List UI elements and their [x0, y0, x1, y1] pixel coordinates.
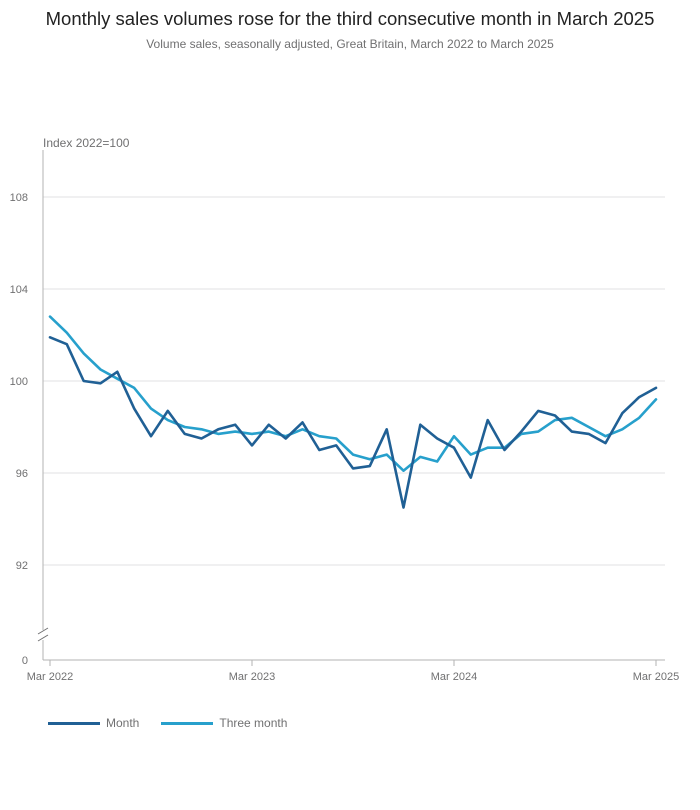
- legend-swatch-month: [48, 721, 100, 725]
- legend-label-month: Month: [106, 716, 140, 730]
- y-tick-label: 108: [10, 192, 28, 204]
- x-tick-label: Mar 2022: [27, 671, 73, 683]
- chart-subtitle: Volume sales, seasonally adjusted, Great…: [146, 37, 554, 51]
- x-tick-label: Mar 2024: [431, 671, 477, 683]
- legend-label-three-month: Three month: [219, 716, 288, 730]
- chart-legend: Month Three month: [48, 716, 309, 730]
- y-tick-label-zero: 0: [22, 655, 28, 667]
- series-line-three-month: [48, 315, 658, 472]
- y-tick-label: 100: [10, 376, 28, 388]
- legend-item-month: Month: [48, 716, 139, 730]
- x-tick-label: Mar 2025: [633, 671, 679, 683]
- x-tick-label: Mar 2023: [229, 671, 275, 683]
- y-tick-label: 92: [16, 560, 28, 572]
- y-tick-label: 104: [10, 284, 28, 296]
- y-axis-label: Index 2022=100: [43, 136, 130, 150]
- series-line-month: [48, 336, 658, 509]
- axis-break-mark: [37, 634, 49, 642]
- axis-break-mark: [37, 627, 49, 635]
- legend-item-three-month: Three month: [161, 716, 287, 730]
- legend-swatch-three-month: [161, 721, 214, 725]
- y-tick-label: 96: [16, 468, 28, 480]
- chart-title: Monthly sales volumes rose for the third…: [45, 8, 655, 29]
